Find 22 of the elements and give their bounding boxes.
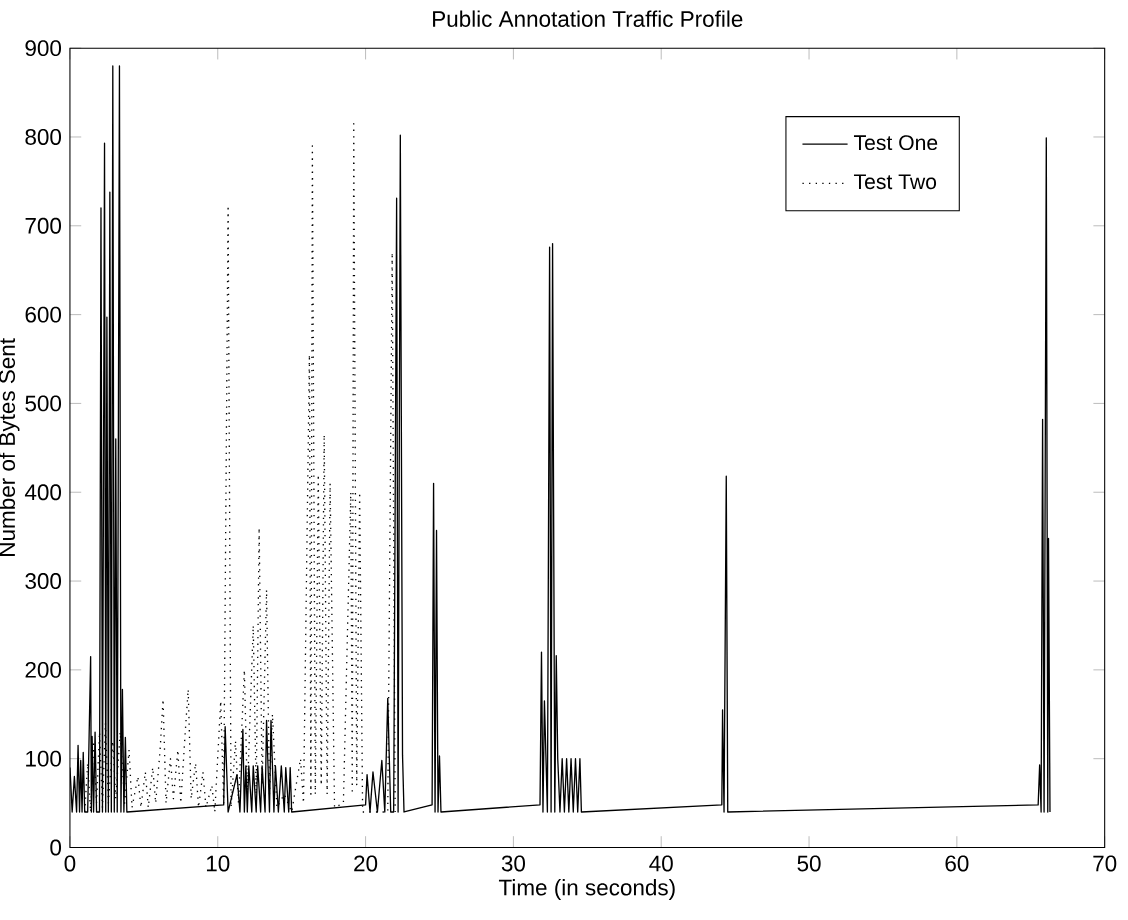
y-tick-label: 900: [25, 40, 62, 57]
y-tick-label: 500: [25, 395, 62, 412]
y-tick-label: 800: [25, 129, 62, 146]
y-tick-label: 400: [24, 484, 62, 501]
legend-label: Test One: [853, 135, 938, 151]
x-tick-label: 70: [1093, 855, 1117, 872]
y-tick-label: 200: [25, 662, 62, 678]
y-tick-label: 600: [25, 306, 62, 323]
x-tick-label: 20: [354, 855, 378, 872]
chart-title: Public Annotation Traffic Profile: [433, 10, 743, 28]
x-tick-label: 30: [501, 855, 525, 872]
y-tick-label: 700: [25, 218, 62, 234]
legend-label: Test Two: [853, 174, 937, 190]
x-tick-label: 50: [797, 855, 821, 872]
y-tick-label: 100: [26, 750, 62, 767]
x-axis-title: Time (in seconds): [498, 879, 675, 901]
y-tick-label: 300: [25, 573, 62, 590]
x-tick-label: 0: [64, 855, 76, 872]
x-tick-label: 40: [649, 855, 673, 872]
x-tick-label: 60: [945, 855, 969, 872]
y-tick-label: 0: [50, 839, 62, 856]
x-tick-label: 10: [206, 855, 230, 872]
